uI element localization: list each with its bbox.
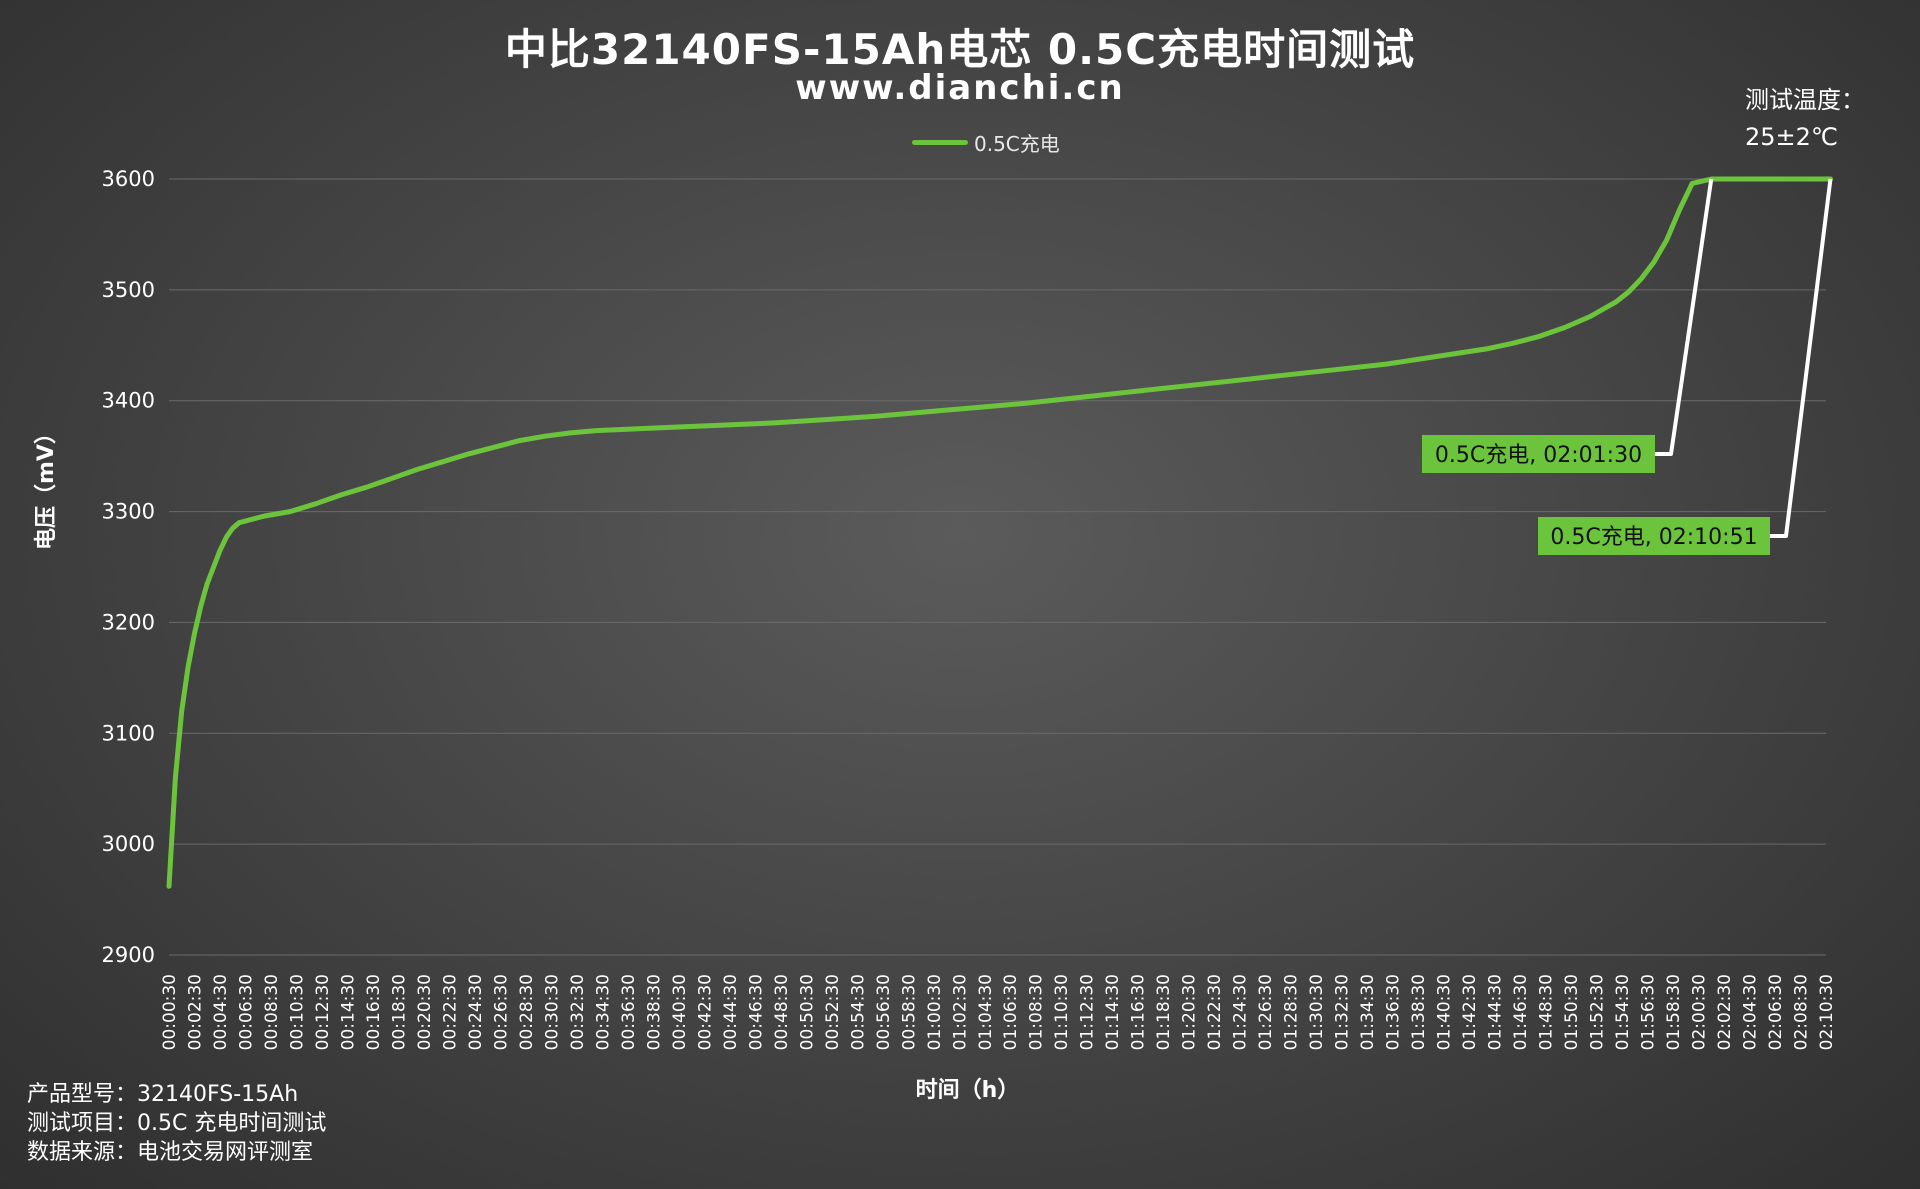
x-tick-label: 01:10:30 bbox=[1052, 974, 1072, 1050]
x-tick-label: 00:58:30 bbox=[899, 974, 919, 1050]
x-tick-label: 01:20:30 bbox=[1180, 974, 1200, 1050]
x-tick-label: 01:54:30 bbox=[1613, 974, 1633, 1050]
legend-label: 0.5C充电 bbox=[974, 132, 1060, 156]
footer-test-item: 测试项目：0.5C 充电时间测试 bbox=[27, 1111, 327, 1136]
x-tick-label: 02:02:30 bbox=[1715, 974, 1735, 1050]
temperature-note: 测试温度： 25±2℃ bbox=[1745, 82, 1865, 156]
x-tick-label: 00:40:30 bbox=[670, 974, 690, 1050]
x-tick-label: 00:36:30 bbox=[619, 974, 639, 1050]
y-tick-label: 3100 bbox=[102, 721, 155, 745]
x-axis-label: 时间（h） bbox=[915, 1078, 1020, 1103]
y-tick-label: 3500 bbox=[102, 278, 155, 302]
x-tick-label: 00:02:30 bbox=[185, 974, 205, 1050]
temperature-value: 25±2℃ bbox=[1745, 123, 1838, 151]
y-tick-label: 3000 bbox=[102, 832, 155, 856]
x-tick-label: 00:44:30 bbox=[721, 974, 741, 1050]
annotation-label: 0.5C充电, 02:10:51 bbox=[1550, 525, 1757, 550]
x-tick-label: 01:28:30 bbox=[1282, 974, 1302, 1050]
x-tick-label: 01:16:30 bbox=[1129, 974, 1149, 1050]
x-tick-label: 02:04:30 bbox=[1741, 974, 1761, 1050]
x-tick-label: 01:56:30 bbox=[1639, 974, 1659, 1050]
x-tick-label: 00:32:30 bbox=[568, 974, 588, 1050]
y-axis-label: 电压（mV） bbox=[34, 422, 59, 550]
x-tick-label: 01:40:30 bbox=[1435, 974, 1455, 1050]
x-tick-label: 00:52:30 bbox=[823, 974, 843, 1050]
chart-title: 中比32140FS-15Ah电芯 0.5C充电时间测试 bbox=[504, 25, 1416, 74]
x-tick-label: 00:24:30 bbox=[466, 974, 486, 1050]
x-tick-label: 00:00:30 bbox=[160, 974, 180, 1050]
x-tick-label: 02:08:30 bbox=[1792, 974, 1812, 1050]
y-tick-label: 3400 bbox=[102, 389, 155, 413]
x-tick-label: 01:18:30 bbox=[1154, 974, 1174, 1050]
x-tick-label: 01:48:30 bbox=[1537, 974, 1557, 1050]
x-tick-label: 00:16:30 bbox=[364, 974, 384, 1050]
x-tick-label: 02:06:30 bbox=[1766, 974, 1786, 1050]
x-tick-label: 01:46:30 bbox=[1511, 974, 1531, 1050]
x-tick-label: 00:50:30 bbox=[797, 974, 817, 1050]
temperature-label: 测试温度： bbox=[1745, 86, 1865, 114]
x-tick-label: 01:24:30 bbox=[1231, 974, 1251, 1050]
x-tick-label: 00:46:30 bbox=[746, 974, 766, 1050]
chart-subtitle: www.dianchi.cn bbox=[795, 68, 1125, 108]
y-tick-label: 3300 bbox=[102, 500, 155, 524]
annotation-box bbox=[1538, 517, 1770, 555]
series-line bbox=[166, 176, 1833, 889]
x-tick-label: 00:06:30 bbox=[236, 974, 256, 1050]
x-tick-label: 01:52:30 bbox=[1588, 974, 1608, 1050]
x-tick-label: 01:38:30 bbox=[1409, 974, 1429, 1050]
x-tick-label: 00:22:30 bbox=[440, 974, 460, 1050]
x-tick-label: 01:14:30 bbox=[1103, 974, 1123, 1050]
x-tick-label: 00:20:30 bbox=[415, 974, 435, 1050]
annotation-leader bbox=[1770, 178, 1833, 538]
footer-product: 产品型号：32140FS-15Ah bbox=[27, 1082, 299, 1107]
x-tick-label: 00:54:30 bbox=[848, 974, 868, 1050]
x-tick-label: 00:30:30 bbox=[542, 974, 562, 1050]
x-tick-label: 00:18:30 bbox=[389, 974, 409, 1050]
x-tick-label: 00:38:30 bbox=[644, 974, 664, 1050]
x-tick-label: 01:26:30 bbox=[1256, 974, 1276, 1050]
x-tick-label: 01:50:30 bbox=[1562, 974, 1582, 1050]
y-tick-label: 2900 bbox=[102, 943, 155, 967]
x-tick-label: 01:08:30 bbox=[1027, 974, 1047, 1050]
x-tick-label: 01:04:30 bbox=[976, 974, 996, 1050]
x-tick-label: 01:34:30 bbox=[1358, 974, 1378, 1050]
x-tick-label: 01:06:30 bbox=[1001, 974, 1021, 1050]
x-tick-label: 00:56:30 bbox=[874, 974, 894, 1050]
x-tick-label: 00:04:30 bbox=[211, 974, 231, 1050]
x-tick-label: 00:26:30 bbox=[491, 974, 511, 1050]
x-tick-label: 01:02:30 bbox=[950, 974, 970, 1050]
x-tick-label: 00:12:30 bbox=[313, 974, 333, 1050]
x-tick-label: 00:48:30 bbox=[772, 974, 792, 1050]
y-tick-label: 3600 bbox=[102, 167, 155, 191]
x-tick-label: 01:00:30 bbox=[925, 974, 945, 1050]
x-tick-label: 02:10:30 bbox=[1817, 974, 1837, 1050]
x-tick-label: 00:28:30 bbox=[517, 974, 537, 1050]
x-tick-label: 01:22:30 bbox=[1205, 974, 1225, 1050]
x-tick-label: 01:32:30 bbox=[1333, 974, 1353, 1050]
x-tick-label: 01:36:30 bbox=[1384, 974, 1404, 1050]
x-tick-label: 00:34:30 bbox=[593, 974, 613, 1050]
x-tick-label: 00:08:30 bbox=[262, 974, 282, 1050]
footer-source: 数据来源：电池交易网评测室 bbox=[27, 1140, 314, 1165]
annotation-box bbox=[1422, 435, 1655, 473]
x-tick-label: 01:30:30 bbox=[1307, 974, 1327, 1050]
x-tick-label: 00:42:30 bbox=[695, 974, 715, 1050]
x-tick-label: 00:10:30 bbox=[287, 974, 307, 1050]
x-tick-label: 01:44:30 bbox=[1486, 974, 1506, 1050]
legend: 0.5C充电 bbox=[912, 128, 1060, 157]
x-tick-label: 02:00:30 bbox=[1690, 974, 1710, 1050]
x-tick-label: 01:58:30 bbox=[1664, 974, 1684, 1050]
annotation-leader bbox=[1655, 178, 1714, 456]
footer-info: 产品型号：32140FS-15Ah 测试项目：0.5C 充电时间测试 数据来源：… bbox=[27, 1080, 326, 1167]
annotation-label: 0.5C充电, 02:01:30 bbox=[1435, 443, 1642, 468]
legend-swatch bbox=[912, 140, 968, 145]
x-tick-label: 01:12:30 bbox=[1078, 974, 1098, 1050]
x-tick-label: 00:14:30 bbox=[338, 974, 358, 1050]
y-tick-label: 3200 bbox=[102, 610, 155, 634]
x-tick-label: 01:42:30 bbox=[1460, 974, 1480, 1050]
